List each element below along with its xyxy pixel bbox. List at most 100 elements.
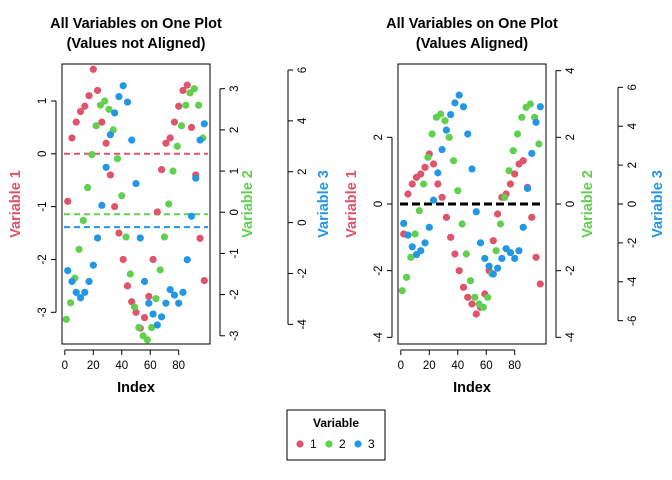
point-variable-2 xyxy=(148,323,156,332)
point-variable-3 xyxy=(123,98,132,106)
legend-swatch-3 xyxy=(354,440,362,448)
point-variable-3 xyxy=(434,169,442,177)
point-variable-3 xyxy=(429,196,438,204)
point-variable-2 xyxy=(118,192,126,200)
y-tick-label: 3 xyxy=(229,86,241,92)
point-variable-1 xyxy=(64,197,72,205)
legend: Variable 1 2 3 xyxy=(286,409,386,461)
point-variable-1 xyxy=(68,134,76,142)
point-variable-1 xyxy=(528,213,536,221)
y-tick-label: 0 xyxy=(297,219,309,225)
legend-box xyxy=(286,409,386,461)
point-variable-1 xyxy=(536,280,544,288)
outer-right-y-axis: -6 -4 -2 0 2 4 6 xyxy=(617,84,639,326)
legend-label-3: 3 xyxy=(368,437,375,451)
point-variable-3 xyxy=(481,254,489,263)
inner-right-y-axis: -4 -2 0 2 4 xyxy=(555,67,577,343)
point-variable-2 xyxy=(496,220,505,228)
y-tick-label: 0 xyxy=(229,209,241,215)
point-variable-2 xyxy=(165,200,173,208)
point-variable-3 xyxy=(128,136,136,144)
y-tick-label: -4 xyxy=(565,332,577,343)
y-axis-label-variable-1: Variable 1 xyxy=(344,170,360,238)
point-variable-2 xyxy=(415,207,423,215)
point-variable-2 xyxy=(122,233,130,241)
inner-right-y-axis: -3 -2 -1 0 1 2 3 xyxy=(219,86,241,341)
point-variable-1 xyxy=(85,92,93,100)
point-variable-3 xyxy=(536,103,544,111)
point-variable-3 xyxy=(162,299,170,307)
point-variable-3 xyxy=(89,261,97,269)
point-variable-1 xyxy=(455,267,463,275)
y-tick-label: -2 xyxy=(627,238,639,248)
point-variable-2 xyxy=(458,220,466,228)
point-variable-2 xyxy=(160,233,169,241)
point-variable-1 xyxy=(187,123,196,131)
point-variable-3 xyxy=(102,163,110,171)
point-variable-3 xyxy=(528,149,536,158)
point-variable-2 xyxy=(535,140,543,148)
y-axis-label-variable-2: Variable 2 xyxy=(580,170,596,238)
point-variable-1 xyxy=(408,180,416,188)
y-tick-label: -1 xyxy=(229,248,241,258)
point-variable-2 xyxy=(492,247,500,255)
point-variable-3 xyxy=(451,99,459,107)
y-tick-label: -1 xyxy=(37,202,49,212)
point-variable-2 xyxy=(420,180,428,188)
y-tick-label: 4 xyxy=(565,67,577,74)
x-axis: 0 20 40 60 80 xyxy=(62,349,185,372)
point-variable-3 xyxy=(175,299,183,307)
point-variable-3 xyxy=(476,239,485,247)
point-variable-3 xyxy=(64,267,72,275)
x-tick-label: 20 xyxy=(423,360,436,372)
point-variable-2 xyxy=(152,295,160,303)
y-tick-label: -2 xyxy=(37,254,49,264)
point-variable-2 xyxy=(182,101,190,109)
point-variable-2 xyxy=(190,85,198,93)
point-variable-1 xyxy=(196,234,204,242)
point-variable-3 xyxy=(119,82,127,90)
legend-swatch-1 xyxy=(296,440,304,448)
x-tick-label: 0 xyxy=(398,360,404,372)
y-tick-label: -6 xyxy=(627,316,639,326)
point-variable-3 xyxy=(519,223,527,231)
point-variable-2 xyxy=(75,245,83,253)
point-variable-1 xyxy=(442,213,450,221)
y-tick-label: 2 xyxy=(373,134,385,140)
point-variable-3 xyxy=(511,254,519,263)
point-variable-3 xyxy=(408,243,416,251)
point-variable-3 xyxy=(400,219,408,228)
point-variable-1 xyxy=(468,300,476,308)
x-tick-label: 40 xyxy=(115,360,128,372)
x-tick-label: 0 xyxy=(62,360,68,372)
y-tick-label: 1 xyxy=(37,98,49,104)
point-variable-1 xyxy=(111,203,119,211)
point-variable-1 xyxy=(472,310,480,318)
point-variable-3 xyxy=(442,126,450,134)
point-variable-1 xyxy=(183,81,191,89)
point-variable-1 xyxy=(494,210,502,218)
point-variable-1 xyxy=(72,118,80,126)
point-variable-1 xyxy=(123,282,132,290)
point-variable-3 xyxy=(72,288,80,296)
y-tick-label: 4 xyxy=(297,117,309,124)
point-variable-1 xyxy=(93,86,102,95)
point-variable-2 xyxy=(143,336,151,344)
point-variable-1 xyxy=(158,166,166,174)
y-tick-label: -4 xyxy=(373,332,385,343)
x-axis-label: Index xyxy=(453,380,491,396)
point-variable-1 xyxy=(438,193,446,201)
point-variable-2 xyxy=(505,167,513,175)
y-axis-label-variable-2: Variable 2 xyxy=(240,170,256,238)
point-variable-2 xyxy=(402,273,411,281)
point-variable-3 xyxy=(179,288,187,296)
point-variable-3 xyxy=(187,212,196,220)
point-variable-3 xyxy=(523,184,532,193)
y-tick-label: 2 xyxy=(565,134,577,140)
point-variable-3 xyxy=(106,131,114,139)
y-axis-label-variable-3: Variable 3 xyxy=(650,170,666,238)
plot-frame xyxy=(397,63,547,345)
point-variable-2 xyxy=(101,97,109,105)
point-variable-3 xyxy=(111,109,119,117)
point-variable-3 xyxy=(417,247,425,255)
